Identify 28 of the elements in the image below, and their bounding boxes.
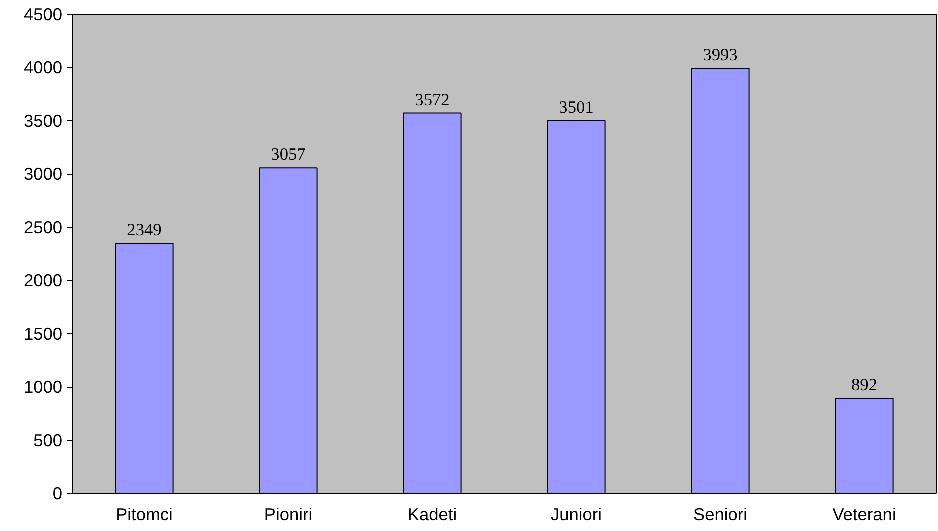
y-tick-label: 3000 — [24, 164, 63, 184]
bar — [691, 68, 750, 494]
y-tick-label: 0 — [52, 484, 63, 504]
y-tick-label: 4000 — [24, 58, 63, 78]
y-tick-label: 1000 — [24, 377, 63, 398]
bar — [403, 112, 462, 494]
x-tick-label: Veterani — [832, 504, 896, 524]
x-tick-label: Pioniri — [264, 504, 313, 524]
bar — [547, 120, 606, 494]
x-tick-label: Pitomci — [116, 504, 173, 524]
data-label: 2349 — [127, 220, 162, 240]
data-label: 892 — [852, 376, 878, 395]
data-label: 3572 — [415, 90, 450, 110]
y-tick-label: 3500 — [24, 110, 63, 131]
x-tick-label: Seniori — [694, 504, 748, 524]
data-label: 3057 — [271, 145, 306, 164]
x-tick-label: Juniori — [550, 504, 602, 524]
bar — [115, 242, 174, 494]
x-tick-label: Kadeti — [408, 504, 458, 524]
y-tick-label: 2000 — [24, 270, 63, 291]
bar — [259, 168, 318, 494]
data-label: 3993 — [703, 45, 738, 64]
data-label: 3501 — [559, 98, 594, 117]
y-tick-label: 4500 — [24, 4, 63, 24]
y-tick-label: 1500 — [24, 324, 63, 344]
bar — [835, 398, 894, 494]
y-tick-label: 500 — [34, 430, 63, 450]
y-tick-label: 2500 — [24, 217, 63, 238]
